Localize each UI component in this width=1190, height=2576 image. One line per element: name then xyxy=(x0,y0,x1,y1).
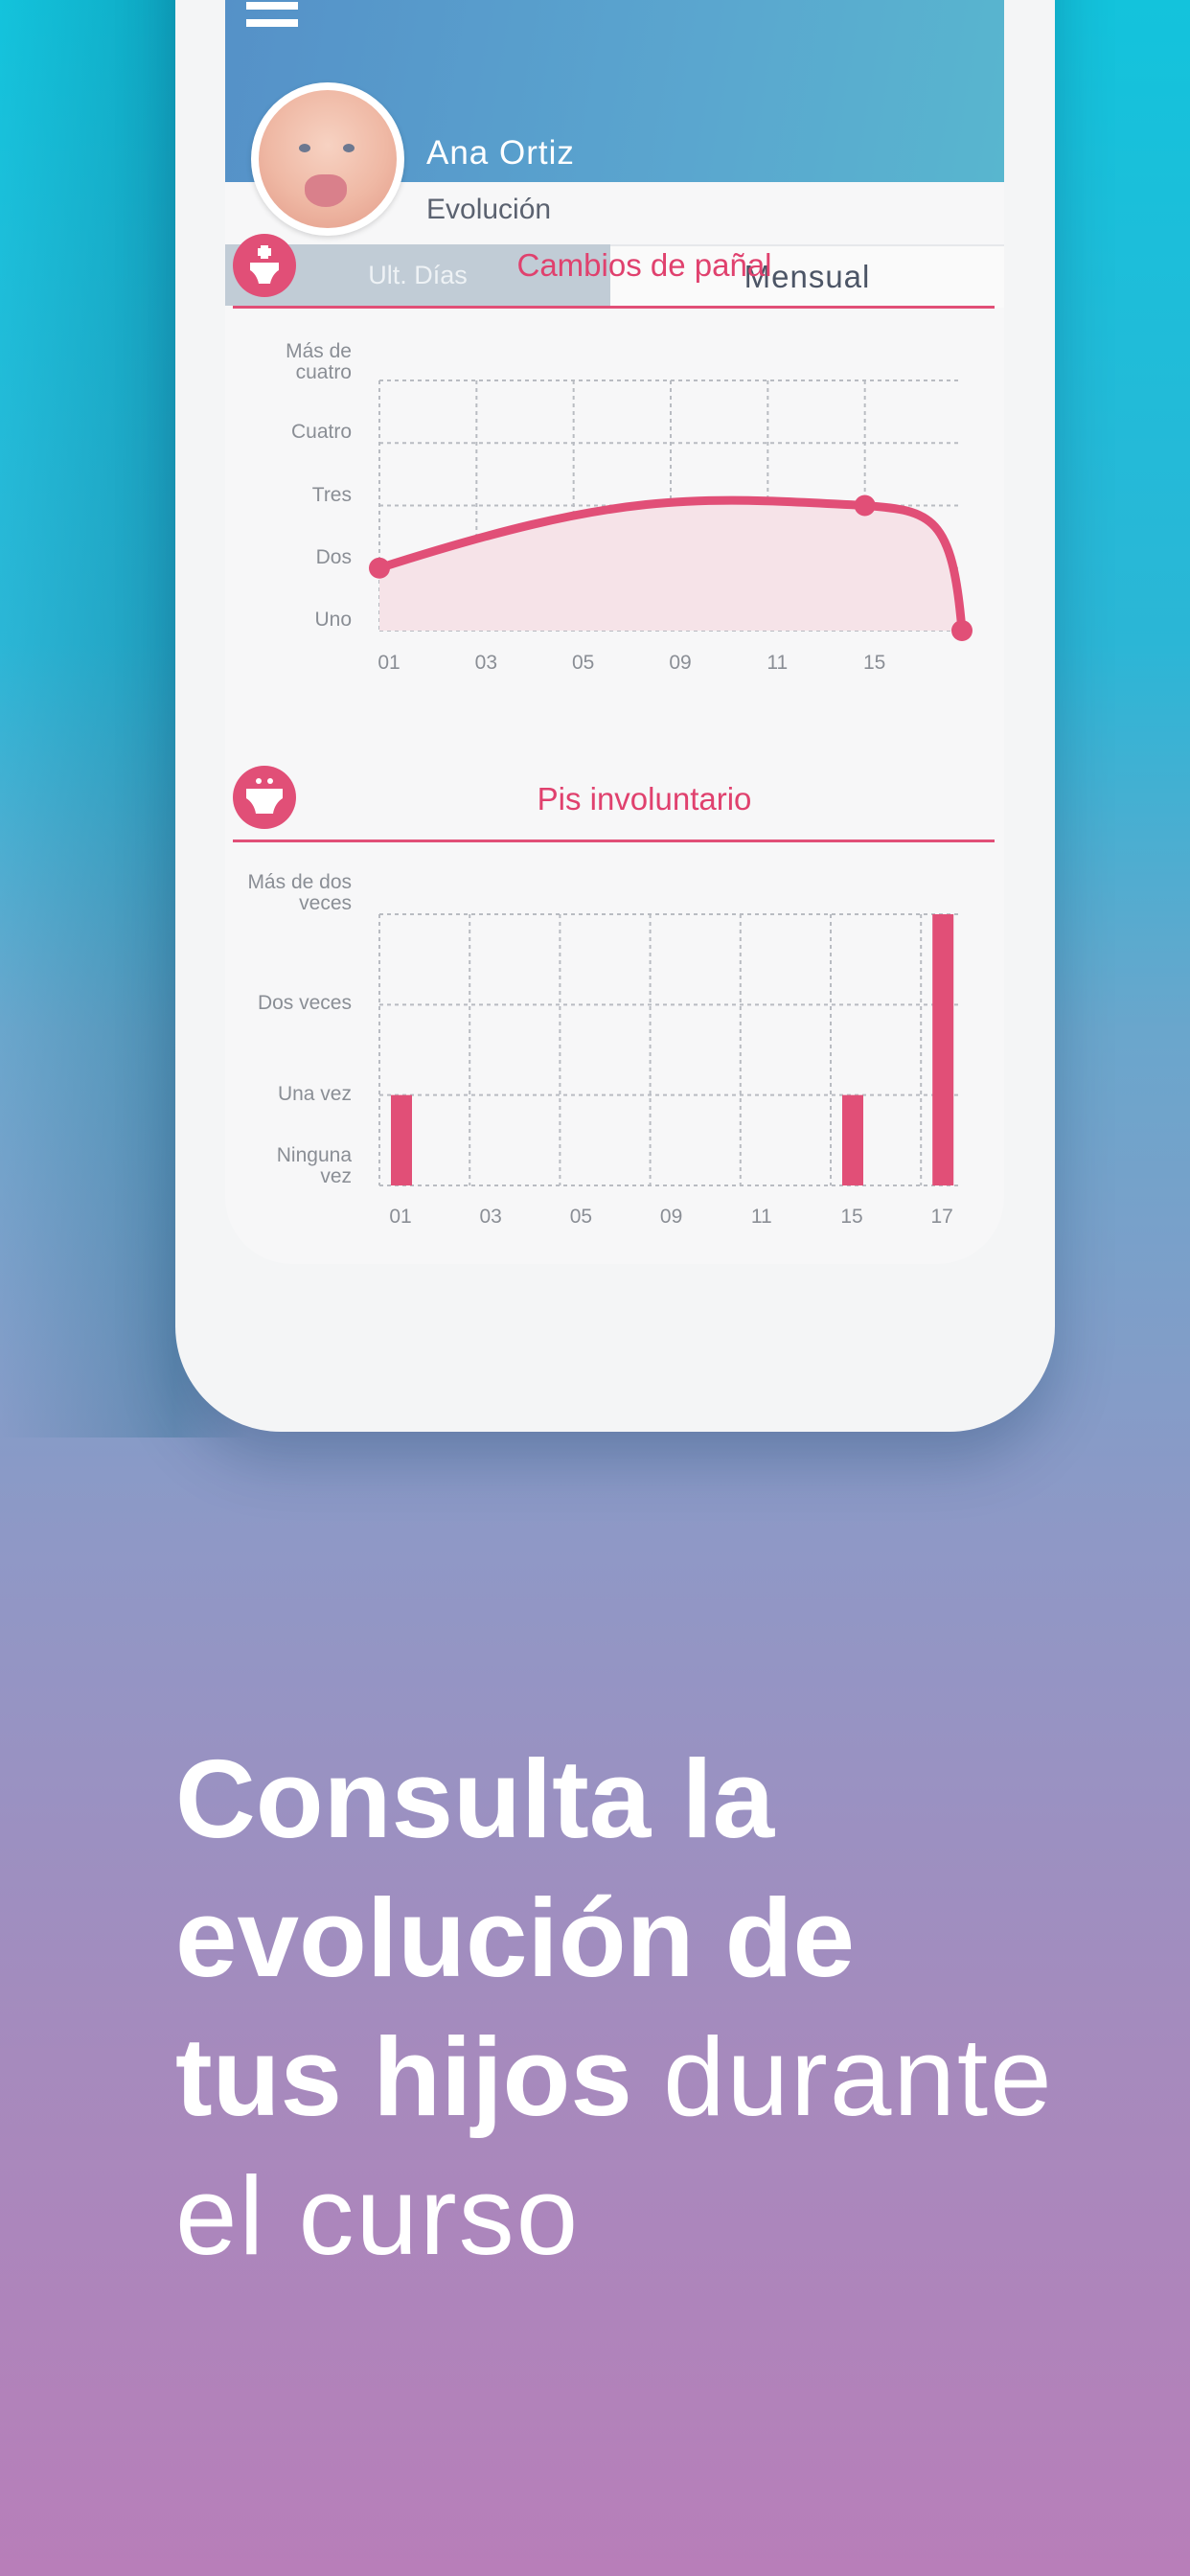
y-label: Más de dos veces xyxy=(247,871,352,914)
x-tick-label: 09 xyxy=(669,652,692,674)
bar-chart-pee xyxy=(378,913,962,1186)
chart-title-diaper: Cambios de pañal xyxy=(516,247,772,283)
section-title: Evolución xyxy=(426,194,552,225)
headline-bold-2: evolución de xyxy=(175,1875,856,2000)
x-tick-label: 01 xyxy=(378,652,400,674)
area-fill xyxy=(379,500,962,631)
data-point xyxy=(369,557,390,579)
x-tick-label: 03 xyxy=(479,1206,502,1228)
x-tick-label: 09 xyxy=(659,1206,683,1228)
phone-frame: Ana Ortiz Evolución Ult. Días Mensual Ca… xyxy=(175,0,1055,1432)
x-tick-label: 15 xyxy=(862,652,886,674)
y-label: Cuatro xyxy=(290,421,352,443)
data-point xyxy=(951,620,973,641)
x-tick-label: 11 xyxy=(767,652,789,674)
y-label: Una vez xyxy=(277,1083,352,1105)
baby-photo xyxy=(259,90,397,228)
x-tick-label: 17 xyxy=(930,1206,953,1228)
diaper-plus-icon xyxy=(233,234,296,297)
data-point xyxy=(854,494,876,517)
app-screen: Ana Ortiz Evolución Ult. Días Mensual Ca… xyxy=(225,0,1004,1264)
y-label: Uno xyxy=(314,609,352,631)
avatar xyxy=(251,82,404,236)
menu-icon[interactable] xyxy=(246,2,298,36)
series-line xyxy=(378,495,967,632)
x-tick-label: 05 xyxy=(569,1206,593,1228)
x-tick-label: 15 xyxy=(840,1206,863,1228)
headline-light-2: el curso xyxy=(175,2153,581,2278)
tab-mensual[interactable]: Mensual xyxy=(610,244,1004,308)
y-label: Más de cuatro xyxy=(286,340,352,383)
bar xyxy=(391,1094,412,1185)
x-tick-label: 03 xyxy=(474,652,498,674)
x-tick-label: 01 xyxy=(389,1206,412,1228)
divider xyxy=(233,306,995,309)
bar xyxy=(842,1094,863,1185)
chart-title-pee: Pis involuntario xyxy=(537,781,752,816)
y-label: Dos xyxy=(315,546,352,568)
headline-bold-1: Consulta la xyxy=(175,1736,775,1861)
headline-bold-3: tus hijos xyxy=(175,2014,632,2139)
promo-headline: Consulta la evolución de tus hijos duran… xyxy=(175,1730,1054,2286)
y-label: Ninguna vez xyxy=(276,1144,352,1187)
y-label: Tres xyxy=(311,484,352,506)
x-tick-label: 05 xyxy=(571,652,595,674)
bar xyxy=(932,914,954,1185)
child-name: Ana Ortiz xyxy=(426,134,575,172)
wet-diaper-icon xyxy=(233,766,296,829)
divider xyxy=(233,840,995,842)
y-label: Dos veces xyxy=(257,992,352,1014)
headline-light-1: durante xyxy=(663,2014,1054,2139)
x-tick-label: 11 xyxy=(750,1206,772,1228)
line-chart-diaper xyxy=(369,380,973,641)
